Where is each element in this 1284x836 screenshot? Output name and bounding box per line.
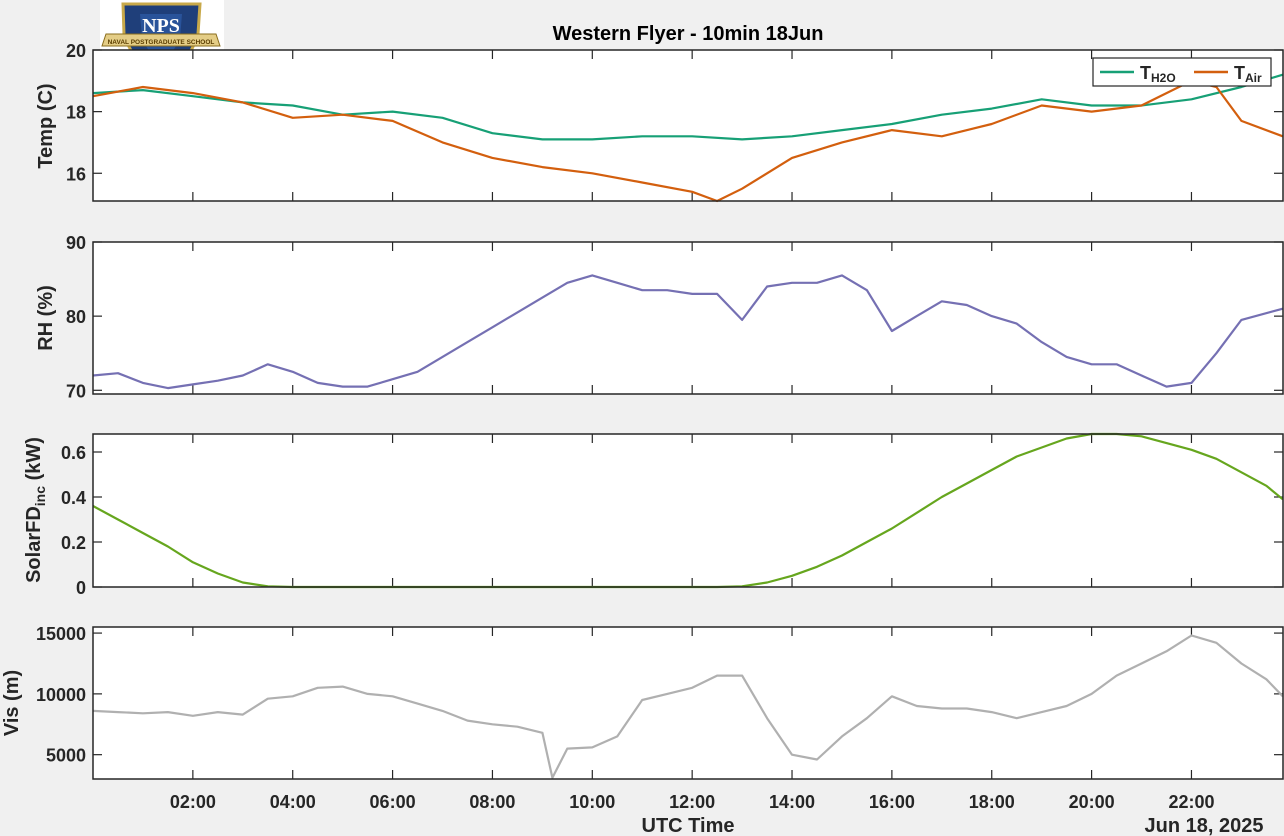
- x-tick-label: 04:00: [270, 792, 316, 812]
- rh-plot-area: [93, 242, 1283, 394]
- legend-label-th2o: TH2O: [1140, 63, 1176, 85]
- solar-plot-area: [93, 434, 1283, 587]
- y-tick-label: 0.6: [61, 443, 86, 463]
- x-tick-label: 18:00: [969, 792, 1015, 812]
- y-tick-label: 90: [66, 233, 86, 253]
- solar-ylabel: SolarFDinc (kW): [23, 437, 48, 583]
- y-tick-label: 0: [76, 578, 86, 598]
- th2o-line: [92, 73, 1284, 141]
- temp-ylabel: Temp (C): [35, 83, 57, 168]
- y-tick-label: 16: [66, 164, 86, 184]
- x-tick-label: 06:00: [370, 792, 416, 812]
- x-tick-label: 20:00: [1069, 792, 1115, 812]
- x-tick-label: 12:00: [669, 792, 715, 812]
- x-axis-label: UTC Time: [642, 815, 735, 836]
- temp-plot-area: [93, 50, 1283, 201]
- x-tick-label: 10:00: [569, 792, 615, 812]
- x-tick-label: 14:00: [769, 792, 815, 812]
- y-tick-label: 5000: [46, 746, 86, 766]
- legend: TH2O TAir: [1092, 57, 1272, 87]
- y-tick-label: 10000: [36, 685, 86, 705]
- y-tick-label: 70: [66, 381, 86, 401]
- tair-line: [92, 79, 1284, 203]
- x-tick-labels: 02:00 04:00 06:00 08:00 10:00 12:00 14:00 16:00…: [170, 792, 1215, 812]
- x-tick-label: 22:00: [1168, 792, 1214, 812]
- x-date-label: Jun 18, 2025: [1145, 815, 1264, 836]
- legend-label-tair: TAir: [1234, 63, 1262, 85]
- y-tick-label: 0.2: [61, 533, 86, 553]
- x-tick-label: 08:00: [469, 792, 515, 812]
- logo-banner: NAVAL POSTGRADUATE SCHOOL: [108, 39, 215, 46]
- y-tick-label: 0.4: [61, 488, 86, 508]
- rh-panel: 70 80 90 RH (%): [35, 233, 1284, 401]
- rh-ylabel: RH (%): [35, 285, 57, 351]
- x-tick-label: 16:00: [869, 792, 915, 812]
- y-tick-label: 18: [66, 103, 86, 123]
- chart-title: Western Flyer - 10min 18Jun: [553, 23, 824, 45]
- logo-text: NPS: [142, 15, 180, 37]
- rh-line: [92, 274, 1284, 390]
- vis-ylabel: Vis (m): [1, 670, 23, 736]
- vis-line: [92, 634, 1284, 779]
- vis-plot-area: [93, 627, 1283, 779]
- vis-panel: 5000 10000 15000 Vis (m): [1, 624, 1284, 780]
- solar-line: [92, 432, 1284, 589]
- y-tick-label: 20: [66, 41, 86, 61]
- temp-panel: 16 18 20 Temp (C) TH2O TAir: [35, 41, 1284, 203]
- x-tick-label: 02:00: [170, 792, 216, 812]
- y-tick-label: 15000: [36, 624, 86, 644]
- solar-panel: 0 0.2 0.4 0.6 SolarFDinc (kW): [23, 432, 1284, 598]
- y-tick-label: 80: [66, 307, 86, 327]
